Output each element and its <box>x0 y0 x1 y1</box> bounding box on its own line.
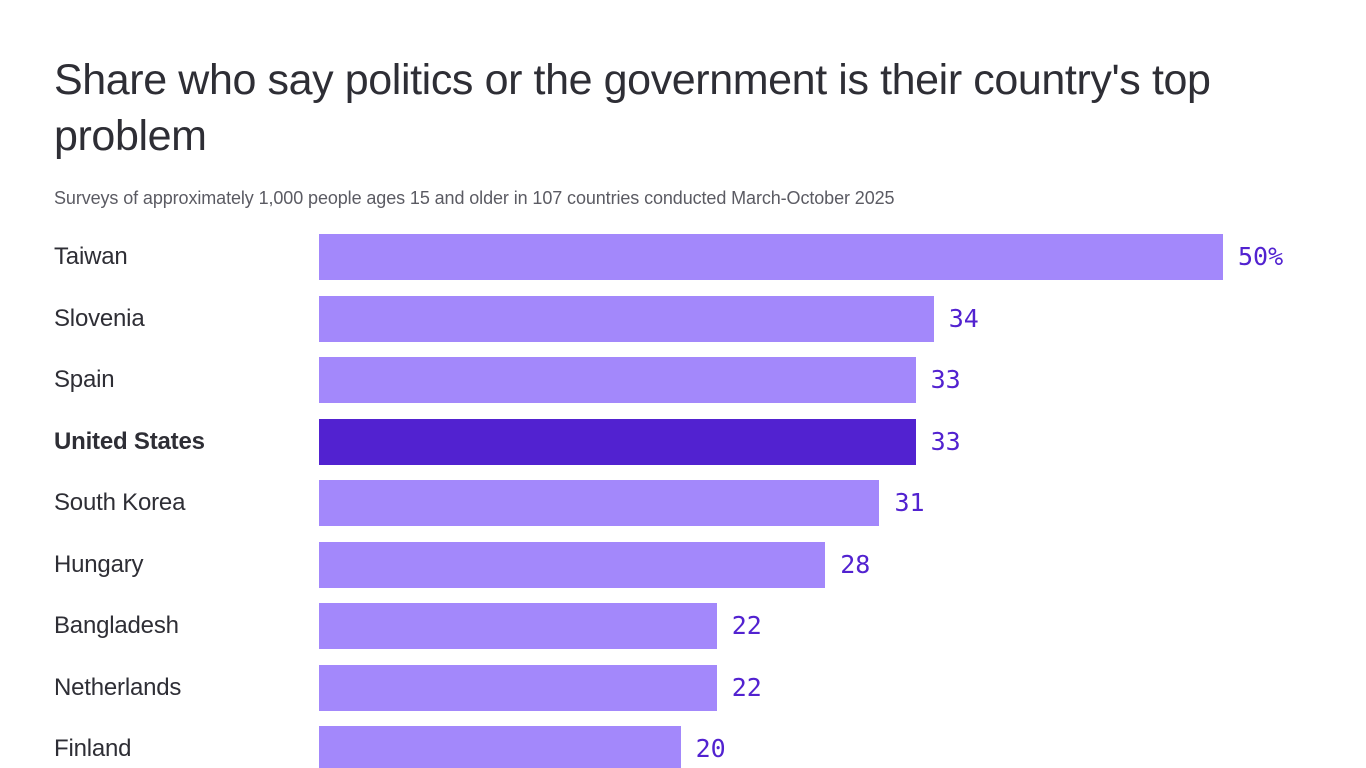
bar-value-label: 22 <box>731 672 762 702</box>
bar-track: 28 <box>319 541 1366 588</box>
bar-row: Bangladesh 22 <box>54 603 1366 665</box>
bar-category-label: United States <box>54 427 205 455</box>
bar-value-label: 33 <box>930 426 961 456</box>
bar-category-label: Hungary <box>54 550 144 578</box>
bar-fill <box>319 664 717 711</box>
bar-value-label: 33 <box>930 365 961 394</box>
bar-category-label: Netherlands <box>54 673 182 701</box>
bar-fill <box>319 726 681 768</box>
bar-rows-container: Taiwan 50% Slovenia 34 Spain 33 United States 3… <box>54 234 1366 768</box>
bar-chart: Taiwan 50% Slovenia 34 Spain 33 United States 3… <box>0 234 1366 768</box>
bar-fill <box>319 234 1223 280</box>
bar-fill <box>319 541 826 588</box>
bar-value-label: 31 <box>894 488 925 517</box>
bar-track: 50% <box>319 234 1366 280</box>
bar-row: Taiwan 50% <box>54 234 1366 296</box>
bar-track: 20 <box>319 726 1366 768</box>
bar-row: Slovenia 34 <box>54 295 1366 358</box>
chart-header: Share who say politics or the government… <box>0 0 1366 209</box>
bar-row: South Korea 31 <box>54 480 1366 542</box>
bar-fill <box>319 603 717 649</box>
bar-row: Finland 20 <box>54 726 1366 768</box>
chart-subtitle: Surveys of approximately 1,000 people ag… <box>54 188 895 208</box>
bar-fill <box>319 357 916 403</box>
bar-fill <box>319 480 880 526</box>
bar-row: Spain 33 <box>54 357 1366 419</box>
bar-track: 22 <box>319 664 1366 711</box>
bar-row: United States 33 <box>54 418 1366 481</box>
bar-row: Netherlands 22 <box>54 664 1366 727</box>
bar-track: 31 <box>319 480 1366 526</box>
bar-category-label: Slovenia <box>54 304 145 332</box>
bar-track: 34 <box>319 295 1366 342</box>
bar-category-label: Finland <box>54 735 132 762</box>
bar-track: 33 <box>319 357 1366 403</box>
bar-value-label: 22 <box>731 611 762 640</box>
bar-value-label: 50% <box>1238 242 1284 271</box>
bar-category-label: Taiwan <box>54 243 128 270</box>
bar-track: 22 <box>319 603 1366 649</box>
bar-row: Hungary 28 <box>54 541 1366 604</box>
bar-track: 33 <box>319 418 1366 465</box>
page-title: Share who say politics or the government… <box>54 56 1211 160</box>
bar-category-label: Spain <box>54 366 115 393</box>
bar-category-label: South Korea <box>54 489 186 516</box>
bar-category-label: Bangladesh <box>54 612 179 639</box>
bar-value-label: 34 <box>948 303 979 333</box>
bar-fill <box>319 418 916 465</box>
bar-fill <box>319 295 934 342</box>
bar-value-label: 28 <box>840 549 871 579</box>
bar-value-label: 20 <box>695 734 726 763</box>
